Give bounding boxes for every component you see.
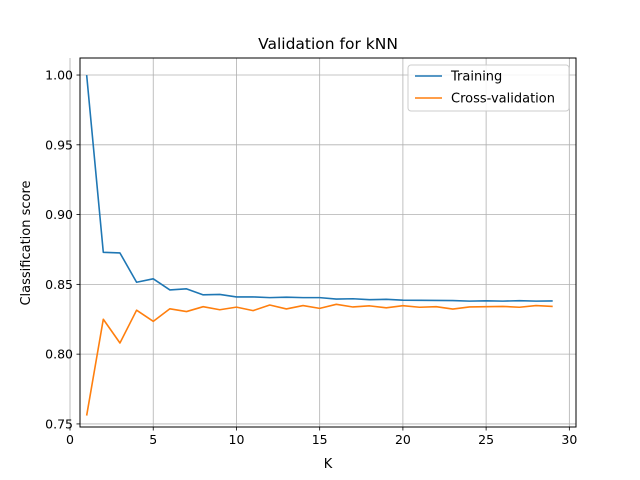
grid [69,58,576,427]
legend-label-cross-validation: Cross-validation [451,92,555,107]
y-tick-label-0: 0.75 [45,416,73,431]
x-axis-label: K [324,457,333,472]
x-tick-label-6: 30 [561,432,577,447]
plot-frame [79,57,577,428]
y-axis-label: Classification score [19,180,34,305]
y-tick-label-4: 0.95 [45,137,73,152]
y-axis-ticks: 0.75 0.80 0.85 0.90 0.95 1.00 [45,68,80,431]
y-tick-label-1: 0.80 [45,347,73,362]
series-group [85,74,553,416]
legend: Training Cross-validation [407,64,570,112]
y-tick-label-5: 1.00 [45,68,73,83]
legend-label-training: Training [450,70,502,85]
series-line-cross-validation [85,303,553,416]
chart-title: Validation for kNN [258,35,398,53]
x-tick-label-3: 15 [312,432,328,447]
x-tick-label-5: 25 [478,432,494,447]
y-tick-label-2: 0.85 [45,277,73,292]
x-tick-label-0: 0 [66,432,74,447]
x-axis-ticks: 0 5 10 15 20 25 30 [66,427,577,447]
series-line-training [85,74,553,302]
legend-box [407,64,570,112]
x-tick-label-4: 20 [395,432,411,447]
y-tick-label-3: 0.90 [45,207,73,222]
x-tick-label-1: 5 [149,432,157,447]
x-tick-label-2: 10 [229,432,245,447]
